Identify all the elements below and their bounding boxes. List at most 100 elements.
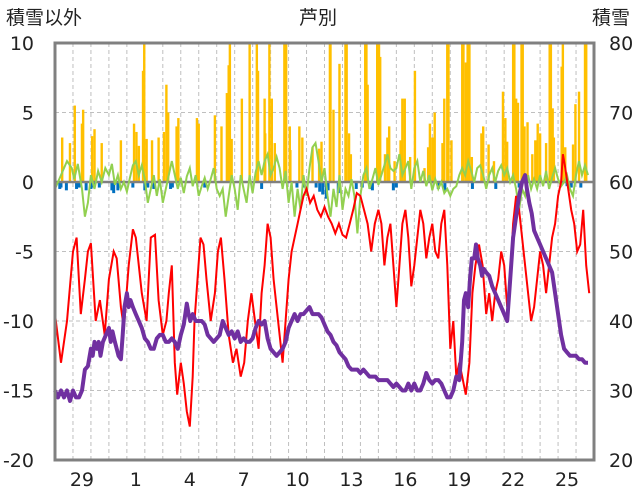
left-tick-label: 10 (10, 33, 34, 55)
negative-bar (146, 182, 150, 188)
precip-bar (349, 154, 353, 182)
precip-bar (345, 43, 348, 182)
precip-bar (561, 43, 565, 182)
negative-bar (64, 182, 68, 191)
precip-bar (466, 43, 469, 182)
precip-bar (135, 131, 138, 182)
precip-bar (534, 140, 537, 182)
negative-bar (321, 182, 325, 195)
precip-bar (393, 161, 396, 182)
precip-bar (513, 43, 516, 182)
precip-bar (386, 137, 389, 182)
precip-bar (338, 63, 341, 182)
precip-bar (426, 147, 430, 182)
negative-bar (170, 182, 174, 188)
negative-bar (169, 182, 173, 189)
precip-bar (549, 43, 553, 182)
precip-bar (514, 98, 518, 182)
precip-bar (403, 98, 406, 182)
left-axis-label: 積雪以外 (6, 7, 82, 29)
right-tick-label: 70 (609, 103, 633, 125)
left-tick-label: -10 (3, 311, 34, 333)
precip-bar (230, 138, 233, 182)
precip-bar (516, 102, 520, 182)
left-tick-label: -15 (3, 381, 34, 403)
left-ticks: 10 5 0 -5 -10 -15 -20 (3, 33, 34, 472)
precip-bar (248, 43, 251, 182)
precip-bar (462, 43, 465, 182)
precip-bar (501, 91, 505, 182)
precip-bar (165, 84, 168, 182)
precip-bar (225, 93, 229, 182)
negative-bar (494, 182, 498, 189)
precip-bar (504, 118, 507, 182)
negative-bar (436, 182, 440, 189)
left-tick-label: 0 (22, 172, 34, 194)
negative-bar (517, 182, 521, 188)
precip-bar (195, 118, 199, 182)
precip-bar (443, 98, 446, 182)
x-tick-label: 19 (447, 469, 471, 491)
precip-bar (492, 161, 496, 182)
negative-bar (131, 182, 135, 188)
precip-bar (376, 43, 379, 182)
right-tick-label: 50 (609, 242, 633, 264)
precip-bar (93, 129, 96, 182)
precip-bar (132, 123, 136, 182)
x-tick-label: 22 (501, 469, 525, 491)
precip-bar (311, 147, 314, 182)
precip-bar (119, 140, 123, 182)
negative-bar (89, 182, 93, 189)
precip-bar (480, 133, 483, 182)
x-tick-label: 16 (393, 469, 417, 491)
precip-bar (81, 109, 85, 182)
precip-bar (284, 43, 288, 182)
precip-bar (431, 137, 434, 182)
negative-bar (97, 182, 101, 188)
snow-depth-line (53, 173, 588, 403)
precip-bar (401, 98, 404, 182)
x-tick-label: 13 (339, 469, 363, 491)
negative-bar (260, 182, 264, 189)
precip-bar (145, 138, 148, 182)
precip-bar (505, 141, 509, 182)
precip-bar (366, 84, 369, 182)
precip-bar (521, 43, 524, 182)
left-tick-label: -5 (15, 242, 34, 264)
x-ticks: 29 1 4 7 10 13 16 19 22 25 (70, 469, 579, 491)
negative-bar (569, 182, 573, 188)
precip-bar (90, 136, 94, 182)
precip-bar (470, 156, 474, 182)
precip-bar (240, 98, 244, 182)
precip-bar (268, 43, 271, 182)
precip-bar (378, 56, 382, 182)
precip-bar (301, 137, 304, 182)
precip-bar (523, 126, 526, 182)
precip-bar (60, 137, 64, 182)
right-tick-label: 30 (609, 381, 633, 403)
right-ticks: 80 70 60 50 40 30 20 (609, 33, 633, 472)
precip-bar (387, 126, 391, 182)
precip-bar (150, 140, 154, 182)
x-tick-label: 10 (285, 469, 309, 491)
negative-bar (75, 182, 79, 189)
right-tick-label: 60 (609, 172, 633, 194)
negative-bar (579, 182, 583, 188)
negative-bar (318, 182, 322, 192)
precip-bar (577, 91, 581, 182)
precip-bar (585, 43, 588, 182)
negative-bar (326, 182, 330, 191)
negative-bar (394, 182, 398, 188)
precip-bar (298, 126, 301, 182)
precip-bar (332, 109, 335, 182)
x-tick-label: 25 (555, 469, 579, 491)
x-tick-label: 7 (238, 469, 250, 491)
negative-bar (84, 182, 88, 191)
precip-bar (68, 143, 72, 182)
x-tick-label: 29 (70, 469, 94, 491)
precip-series (60, 43, 588, 182)
precip-bar (157, 137, 160, 182)
precip-bar (464, 62, 468, 182)
precip-bar (197, 123, 200, 182)
negative-bar (112, 182, 116, 194)
